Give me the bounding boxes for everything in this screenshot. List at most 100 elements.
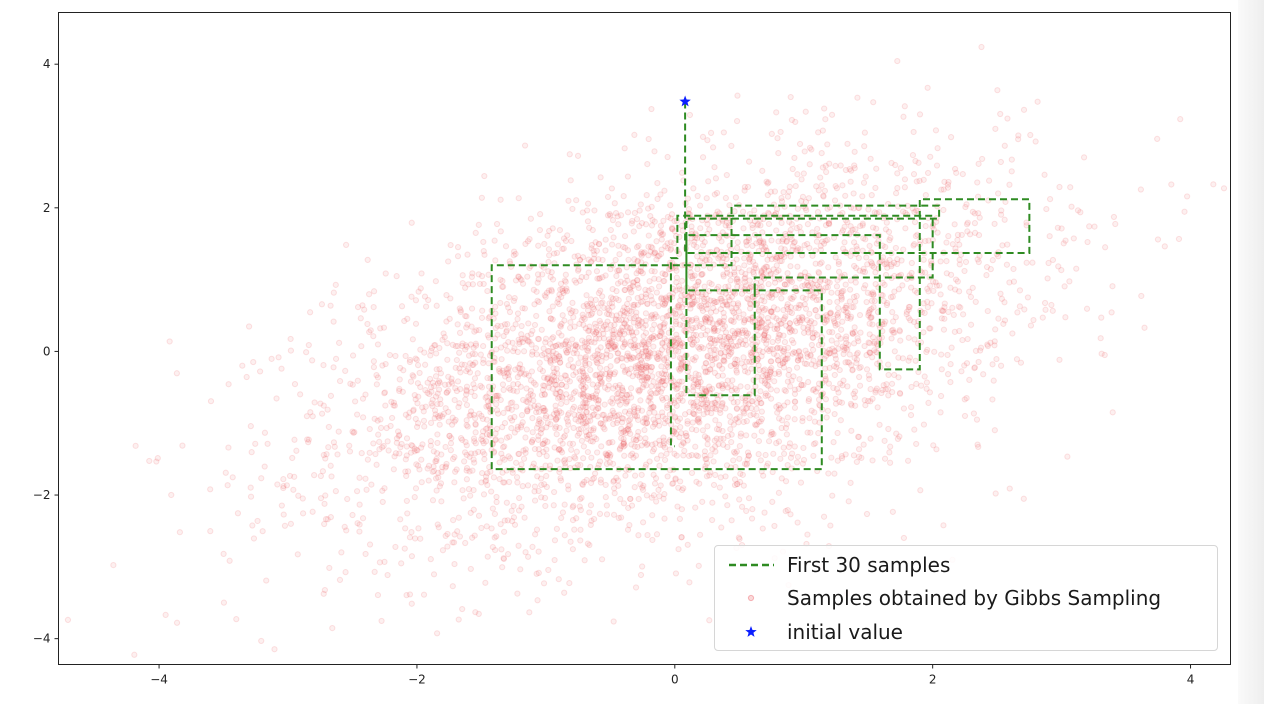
sample-point — [582, 428, 590, 436]
sample-point — [529, 543, 536, 551]
sample-point — [589, 404, 596, 411]
sample-point — [712, 399, 719, 407]
sample-point — [583, 403, 590, 410]
sample-point — [695, 407, 703, 414]
sample-point — [866, 242, 873, 250]
sample-point — [910, 171, 918, 178]
sample-point — [278, 502, 285, 509]
sample-point — [783, 238, 790, 245]
sample-point — [768, 430, 776, 438]
x-tick-label: 4 — [1187, 673, 1195, 687]
sample-point — [741, 316, 748, 324]
sample-point — [567, 356, 574, 363]
sample-point — [322, 455, 329, 462]
sample-point — [660, 440, 668, 447]
sample-point — [468, 450, 475, 457]
sample-point — [756, 367, 763, 374]
sample-point — [884, 264, 891, 271]
sample-point — [780, 189, 787, 196]
sample-point — [1141, 324, 1148, 331]
sample-point — [537, 366, 544, 373]
sample-point — [647, 389, 654, 396]
sample-point — [731, 476, 739, 483]
sample-point — [962, 258, 970, 266]
scrollbar[interactable] — [1238, 0, 1264, 704]
sample-point — [483, 438, 490, 445]
sample-point — [678, 430, 685, 437]
sample-point — [661, 355, 668, 362]
sample-point — [814, 313, 821, 320]
sample-point — [1015, 132, 1022, 139]
sample-point — [320, 451, 327, 459]
sample-point — [408, 528, 415, 536]
sample-point — [565, 486, 572, 493]
sample-point — [649, 536, 656, 544]
sample-point — [565, 197, 572, 204]
sample-point — [749, 242, 756, 249]
sample-point — [354, 411, 361, 418]
sample-point — [731, 290, 739, 297]
sample-point — [881, 455, 889, 462]
sample-point — [813, 238, 821, 245]
sample-point — [533, 312, 540, 320]
sample-point — [710, 326, 717, 333]
sample-point — [775, 370, 783, 378]
sample-point — [483, 523, 490, 530]
sample-point — [784, 507, 791, 514]
sample-point — [711, 437, 718, 444]
sample-point — [384, 571, 391, 579]
legend-label: initial value — [787, 620, 903, 644]
sample-point — [1001, 142, 1008, 149]
sample-point — [945, 308, 952, 316]
sample-point — [524, 338, 532, 345]
sample-point — [758, 408, 765, 415]
star-icon — [745, 626, 757, 637]
sample-point — [833, 185, 841, 192]
sample-point — [626, 408, 634, 415]
sample-point — [903, 311, 910, 318]
sample-point — [868, 260, 876, 267]
sample-point — [635, 342, 642, 349]
sample-point — [537, 475, 545, 482]
sample-point — [972, 298, 979, 305]
sample-point — [570, 314, 577, 321]
sample-point — [786, 183, 793, 191]
sample-point — [520, 348, 528, 355]
sample-point — [587, 521, 594, 529]
sample-point — [826, 328, 833, 336]
sample-point — [717, 409, 724, 417]
sample-point — [597, 174, 604, 181]
sample-point — [404, 510, 411, 517]
sample-point — [463, 401, 471, 409]
sample-point — [785, 188, 793, 195]
sample-point — [630, 315, 638, 322]
sample-point — [786, 366, 793, 374]
sample-point — [557, 477, 565, 484]
sample-point — [969, 284, 976, 291]
sample-point — [537, 211, 544, 218]
sample-point — [1008, 168, 1015, 175]
sample-point — [620, 500, 628, 507]
sample-point — [433, 630, 441, 637]
sample-point — [515, 195, 522, 202]
sample-point — [777, 128, 784, 136]
sample-point — [561, 456, 568, 463]
sample-point — [715, 234, 723, 242]
sample-point — [456, 365, 463, 372]
sample-point — [960, 311, 967, 318]
sample-point — [855, 338, 862, 345]
sample-point — [883, 219, 890, 226]
sample-point — [834, 298, 841, 305]
sample-point — [794, 205, 801, 212]
sample-point — [362, 475, 369, 482]
sample-point — [550, 334, 557, 341]
sample-point — [913, 440, 920, 448]
sample-point — [493, 401, 500, 408]
sample-point — [286, 472, 294, 480]
sample-point — [676, 286, 683, 293]
sample-point — [336, 576, 344, 583]
sample-point — [644, 300, 651, 308]
sample-point — [610, 618, 617, 625]
sample-point — [934, 229, 941, 236]
sample-point — [411, 494, 418, 501]
